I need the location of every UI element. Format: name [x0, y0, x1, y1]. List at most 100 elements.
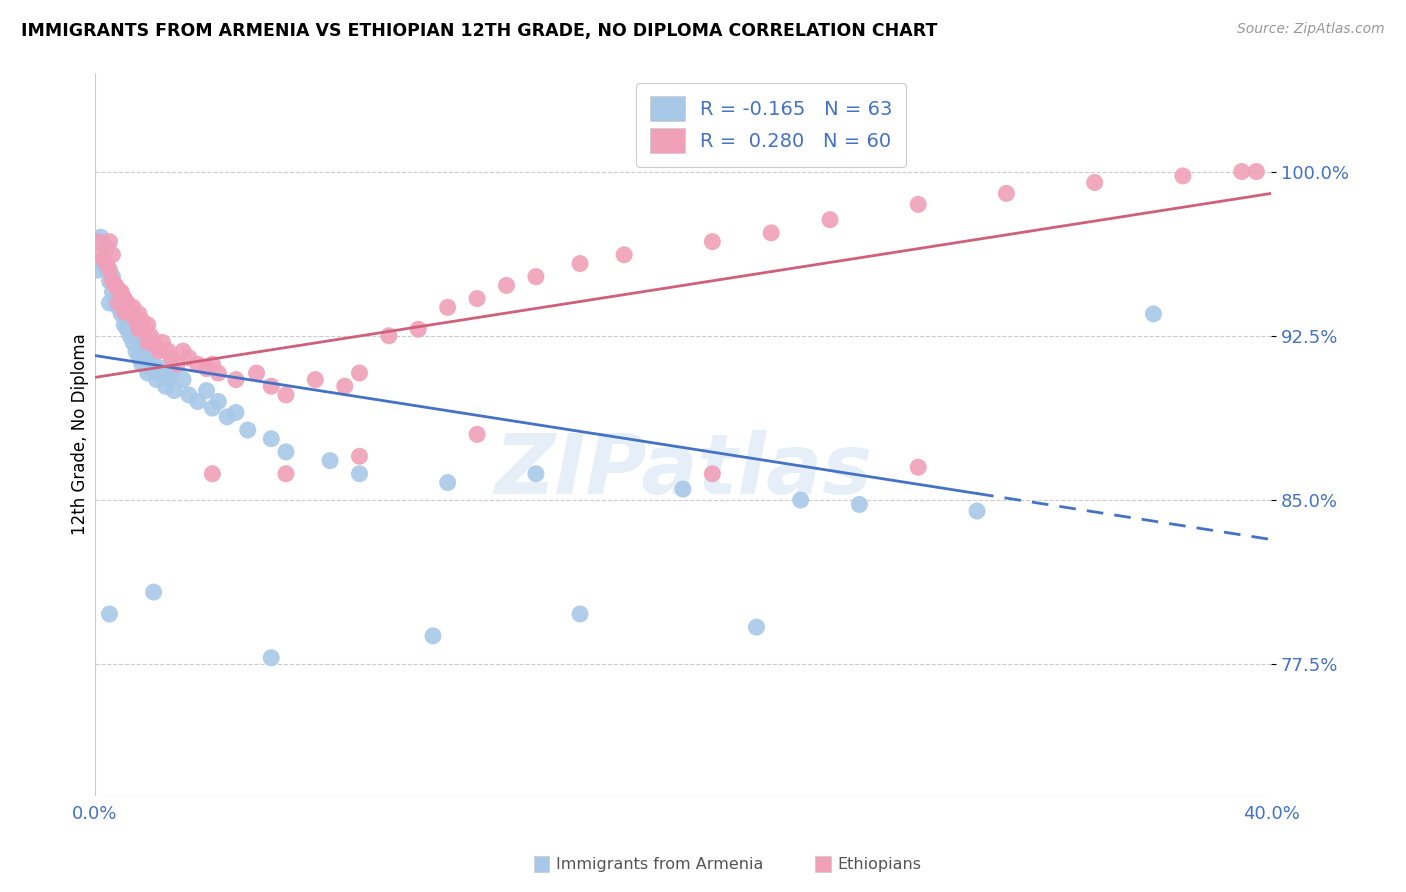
Point	[142, 335, 165, 350]
Point	[172, 373, 194, 387]
Point	[101, 285, 124, 299]
Point	[569, 607, 592, 621]
Point	[93, 252, 115, 267]
Point	[107, 285, 129, 299]
Point	[349, 450, 371, 464]
Point	[187, 357, 209, 371]
Point	[128, 307, 150, 321]
Point	[274, 467, 297, 481]
Point	[120, 307, 142, 321]
Point	[569, 256, 592, 270]
Point	[613, 248, 636, 262]
Point	[112, 292, 135, 306]
Text: Immigrants from Armenia: Immigrants from Armenia	[557, 857, 763, 871]
Point	[160, 366, 183, 380]
Point	[145, 340, 167, 354]
Point	[1142, 307, 1164, 321]
Point	[260, 432, 283, 446]
Point	[128, 351, 150, 365]
Point	[236, 423, 259, 437]
Point	[157, 344, 180, 359]
Point	[101, 274, 124, 288]
Point	[104, 278, 127, 293]
Point	[436, 301, 458, 315]
Point	[107, 283, 129, 297]
Text: Ethiopians: Ethiopians	[838, 857, 922, 871]
Point	[152, 361, 174, 376]
Point	[152, 335, 174, 350]
Point	[93, 252, 115, 267]
Point	[378, 328, 401, 343]
Point	[465, 292, 488, 306]
Point	[136, 366, 159, 380]
Point	[702, 467, 724, 481]
Point	[112, 304, 135, 318]
Point	[201, 357, 224, 371]
Point	[907, 460, 929, 475]
Point	[96, 263, 118, 277]
Point	[319, 453, 342, 467]
Point	[148, 344, 170, 359]
Point	[112, 318, 135, 332]
Point	[207, 394, 229, 409]
Point	[142, 585, 165, 599]
Point	[672, 482, 695, 496]
Point	[759, 226, 782, 240]
Point	[98, 235, 121, 249]
Point	[101, 269, 124, 284]
Point	[131, 313, 153, 327]
Point	[349, 467, 371, 481]
Point	[789, 493, 811, 508]
Point	[245, 366, 267, 380]
Point	[96, 256, 118, 270]
Point	[995, 186, 1018, 201]
Point	[115, 322, 138, 336]
Point	[524, 467, 547, 481]
Point	[122, 318, 145, 332]
Point	[848, 498, 870, 512]
Point	[131, 340, 153, 354]
Point	[112, 292, 135, 306]
Point	[139, 361, 162, 376]
Point	[260, 650, 283, 665]
Point	[87, 263, 110, 277]
Point	[260, 379, 283, 393]
Point	[155, 379, 177, 393]
Point	[90, 230, 112, 244]
Point	[217, 409, 239, 424]
Point	[110, 307, 132, 321]
Point	[436, 475, 458, 490]
Text: ZIPatlas: ZIPatlas	[494, 430, 872, 511]
Point	[136, 351, 159, 365]
Point	[90, 248, 112, 262]
Point	[177, 351, 200, 365]
Point	[702, 235, 724, 249]
Point	[145, 373, 167, 387]
Point	[172, 344, 194, 359]
Point	[98, 296, 121, 310]
Point	[101, 248, 124, 262]
Point	[128, 335, 150, 350]
Text: Source: ZipAtlas.com: Source: ZipAtlas.com	[1237, 22, 1385, 37]
Point	[125, 344, 148, 359]
Y-axis label: 12th Grade, No Diploma: 12th Grade, No Diploma	[72, 334, 89, 535]
Point	[524, 269, 547, 284]
Point	[195, 384, 218, 398]
Point	[177, 388, 200, 402]
Point	[201, 467, 224, 481]
Point	[349, 366, 371, 380]
Point	[225, 373, 247, 387]
Point	[87, 235, 110, 249]
Point	[136, 335, 159, 350]
Text: IMMIGRANTS FROM ARMENIA VS ETHIOPIAN 12TH GRADE, NO DIPLOMA CORRELATION CHART: IMMIGRANTS FROM ARMENIA VS ETHIOPIAN 12T…	[21, 22, 938, 40]
Point	[406, 322, 429, 336]
Point	[98, 263, 121, 277]
Point	[134, 322, 156, 336]
Point	[1171, 169, 1194, 183]
Point	[110, 292, 132, 306]
Point	[98, 274, 121, 288]
Point	[818, 212, 841, 227]
Point	[907, 197, 929, 211]
Point	[115, 296, 138, 310]
Point	[136, 318, 159, 332]
